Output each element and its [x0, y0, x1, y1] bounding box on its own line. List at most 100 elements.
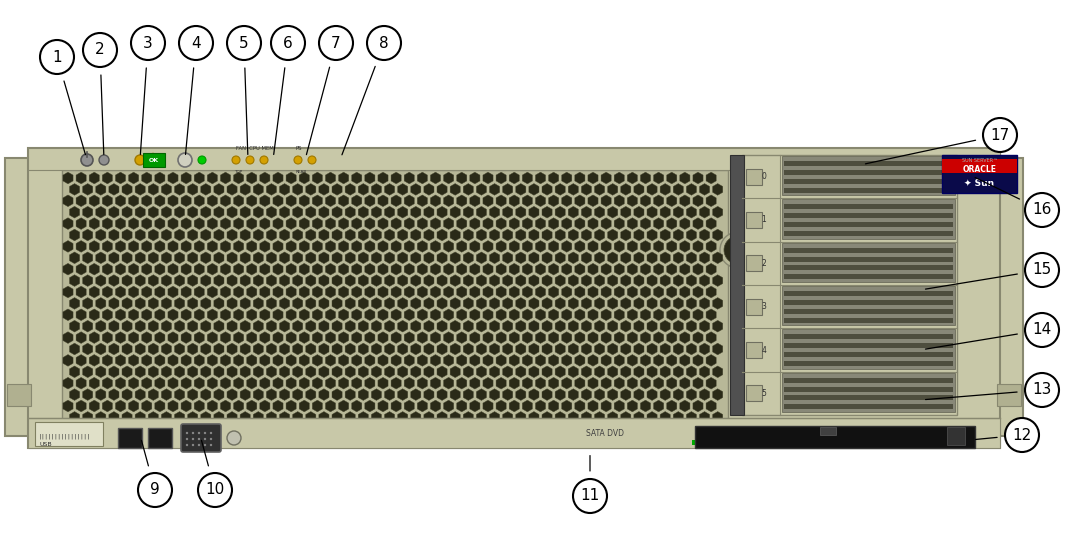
Bar [746, 256, 762, 271]
Bar [784, 300, 953, 305]
Bar [784, 274, 953, 279]
Circle shape [179, 26, 213, 60]
Text: OK: OK [149, 157, 159, 163]
Text: ||||||||||||||||: |||||||||||||||| [39, 433, 91, 439]
Text: SUN SERVER™: SUN SERVER™ [961, 158, 998, 163]
Text: 17: 17 [990, 128, 1010, 143]
Circle shape [210, 432, 212, 434]
Circle shape [131, 26, 165, 60]
Text: 15: 15 [1032, 263, 1052, 277]
Bar [746, 169, 762, 185]
Bar [730, 155, 744, 415]
Bar [784, 248, 953, 253]
Text: REAR: REAR [296, 170, 307, 174]
Circle shape [198, 444, 200, 446]
Bar [784, 335, 953, 340]
Bar [784, 318, 953, 323]
Circle shape [1025, 193, 1059, 227]
Text: 4: 4 [761, 346, 766, 354]
Text: SATA DVD: SATA DVD [586, 429, 624, 437]
Bar [784, 343, 953, 348]
Bar [784, 213, 953, 218]
Text: 6: 6 [283, 35, 293, 50]
Circle shape [191, 432, 195, 434]
Text: 11: 11 [580, 489, 600, 503]
Text: 2: 2 [762, 259, 766, 268]
Bar [942, 155, 1017, 193]
Bar [742, 155, 957, 415]
Circle shape [138, 473, 172, 507]
Bar [28, 148, 1000, 448]
Text: 5: 5 [761, 389, 766, 398]
Circle shape [210, 444, 212, 446]
Circle shape [368, 26, 401, 60]
Bar [62, 170, 728, 422]
Circle shape [83, 33, 117, 67]
Circle shape [573, 479, 608, 513]
Circle shape [210, 438, 212, 440]
Bar [784, 188, 953, 193]
Circle shape [232, 156, 240, 164]
Bar [784, 378, 953, 383]
Text: 1: 1 [762, 216, 766, 224]
Bar [782, 329, 955, 369]
Bar [784, 204, 953, 210]
Bar [746, 299, 762, 314]
Circle shape [227, 431, 241, 445]
Circle shape [135, 155, 145, 165]
Bar [746, 385, 762, 401]
Bar [5, 158, 34, 436]
Text: ✦ Sun: ✦ Sun [964, 179, 995, 187]
Text: 4: 4 [191, 35, 201, 50]
Text: 14: 14 [1032, 323, 1052, 337]
Circle shape [198, 432, 200, 434]
Circle shape [186, 444, 188, 446]
Bar [947, 427, 965, 445]
Bar [784, 404, 953, 410]
Circle shape [724, 236, 752, 264]
Bar [784, 352, 953, 357]
Circle shape [1005, 418, 1039, 452]
Circle shape [198, 438, 200, 440]
Text: 0: 0 [761, 172, 766, 181]
Circle shape [204, 444, 206, 446]
Bar [746, 342, 762, 358]
Bar [784, 291, 953, 296]
Text: 16: 16 [1032, 203, 1052, 217]
Bar [942, 159, 1017, 173]
Circle shape [204, 438, 206, 440]
Circle shape [186, 432, 188, 434]
Circle shape [99, 155, 109, 165]
Bar [746, 212, 762, 228]
Bar [118, 428, 142, 448]
Bar [784, 179, 953, 184]
Circle shape [246, 156, 254, 164]
Bar [143, 153, 165, 167]
Circle shape [308, 156, 316, 164]
Bar [28, 418, 1000, 448]
Bar [782, 286, 955, 325]
Bar [784, 231, 953, 236]
Bar [784, 395, 953, 400]
Bar [148, 428, 172, 448]
Bar [6, 384, 31, 406]
Circle shape [261, 156, 268, 164]
Text: FAN  CPU MEM: FAN CPU MEM [236, 145, 273, 151]
Text: 13: 13 [1032, 383, 1052, 397]
Text: 10: 10 [205, 483, 225, 497]
Circle shape [1025, 373, 1059, 407]
Circle shape [198, 156, 206, 164]
Bar [784, 309, 953, 314]
Circle shape [204, 432, 206, 434]
Bar [782, 199, 955, 239]
Text: TOP: TOP [233, 170, 242, 174]
Circle shape [40, 40, 74, 74]
Circle shape [191, 438, 195, 440]
Bar [784, 387, 953, 391]
Text: 1: 1 [52, 50, 62, 64]
Bar [782, 373, 955, 412]
Circle shape [227, 26, 261, 60]
Circle shape [319, 26, 353, 60]
Circle shape [198, 473, 232, 507]
Text: 7: 7 [331, 35, 341, 50]
